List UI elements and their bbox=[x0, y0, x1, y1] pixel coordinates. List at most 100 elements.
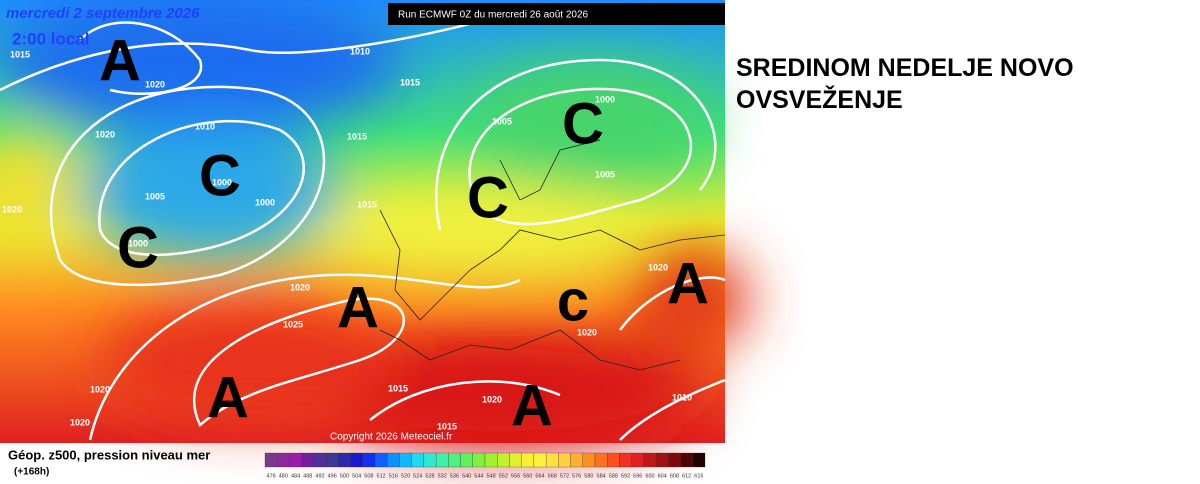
scale-label: 508 bbox=[364, 473, 373, 479]
scale-swatch bbox=[484, 452, 498, 468]
scale-swatch bbox=[374, 452, 388, 468]
isobar-label: 1015 bbox=[357, 199, 377, 209]
scale-swatch bbox=[277, 452, 290, 468]
scale-label: 512 bbox=[377, 473, 386, 479]
pressure-center: A bbox=[511, 373, 553, 438]
scale-swatch bbox=[570, 452, 583, 468]
isobar-label: 1015 bbox=[388, 383, 408, 393]
scale-swatch bbox=[313, 452, 327, 468]
scale-swatch bbox=[680, 452, 693, 468]
scale-label: 504 bbox=[352, 473, 361, 479]
isobar-label: 1020 bbox=[2, 204, 22, 214]
scale-label: 580 bbox=[584, 473, 593, 479]
scale-label: 592 bbox=[621, 473, 630, 479]
copyright: Copyright 2026 Meteociel.fr bbox=[330, 432, 453, 443]
scale-label: 528 bbox=[425, 473, 434, 479]
isobar-label: 1000 bbox=[128, 238, 148, 248]
pressure-center: A bbox=[99, 28, 141, 93]
scale-label: 616 bbox=[694, 473, 703, 479]
pressure-center: A bbox=[207, 365, 249, 430]
isobar-label: 1020 bbox=[482, 394, 502, 404]
scale-label: 612 bbox=[682, 473, 691, 479]
scale-swatch bbox=[362, 452, 376, 468]
pressure-center: C bbox=[199, 143, 241, 208]
scale-swatch bbox=[631, 452, 645, 468]
map-date: mercredi 2 septembre 2026 bbox=[6, 5, 200, 22]
isobar-label: 1020 bbox=[90, 384, 110, 394]
scale-label: 548 bbox=[487, 473, 496, 479]
scale-swatch bbox=[619, 452, 632, 468]
scale-label: 544 bbox=[474, 473, 483, 479]
scale-label: 556 bbox=[511, 473, 520, 479]
isobar-labels: 1015 1020 1010 1015 1020 1010 1015 1000 1005 1005… bbox=[2, 46, 692, 431]
scale-swatch bbox=[423, 452, 437, 468]
scale-label: 576 bbox=[572, 473, 581, 479]
pressure-center: C bbox=[117, 215, 159, 280]
scale-label: 564 bbox=[535, 473, 544, 479]
scale-swatch bbox=[472, 452, 486, 468]
scale-swatch bbox=[264, 452, 278, 468]
scale-label: 600 bbox=[645, 473, 654, 479]
run-label: Run ECMWF 0Z du mercredi 26 août 2026 bbox=[398, 10, 589, 21]
field-shading bbox=[0, 0, 750, 450]
scale-swatch bbox=[411, 452, 425, 468]
scale-swatch bbox=[582, 452, 596, 468]
scale-swatch bbox=[643, 452, 657, 468]
isobar-label: 1020 bbox=[145, 79, 165, 89]
scale-swatch bbox=[668, 452, 681, 468]
scale-swatch bbox=[521, 452, 535, 468]
isobar-label: 1005 bbox=[145, 191, 165, 201]
pressure-center: c bbox=[557, 268, 589, 333]
scale-swatch bbox=[607, 452, 620, 468]
isobar-label: 1015 bbox=[347, 131, 367, 141]
scale-label: 584 bbox=[597, 473, 606, 479]
isobar-label: 1000 bbox=[595, 94, 615, 104]
scale-label: 536 bbox=[450, 473, 459, 479]
isobar-label: 1010 bbox=[350, 46, 370, 56]
pressure-center: C bbox=[467, 165, 509, 230]
scale-label: 572 bbox=[560, 473, 569, 479]
isobar-label: 1015 bbox=[437, 421, 457, 431]
scale-swatch bbox=[692, 452, 706, 468]
isobar-label: 1020 bbox=[70, 417, 90, 427]
isobar-label: 1005 bbox=[492, 116, 512, 126]
pressure-center: A bbox=[337, 275, 379, 340]
scale-swatch bbox=[460, 452, 473, 468]
scale-swatch bbox=[545, 452, 559, 468]
isobar-label: 1010 bbox=[195, 121, 215, 131]
scale-label: 568 bbox=[548, 473, 557, 479]
isobar-label: 1005 bbox=[595, 169, 615, 179]
isobars bbox=[0, 8, 726, 441]
scale-swatch bbox=[399, 452, 412, 468]
legend-title: Géop. z500, pression niveau mer bbox=[8, 447, 210, 462]
scale-swatch bbox=[387, 452, 400, 468]
scale-label: 552 bbox=[499, 473, 508, 479]
pressure-center: A bbox=[667, 251, 709, 316]
scale-label: 496 bbox=[328, 473, 337, 479]
scale-swatch bbox=[594, 452, 608, 468]
scale-swatch bbox=[533, 452, 547, 468]
isobar-label: 1020 bbox=[577, 327, 597, 337]
scale-swatch bbox=[497, 452, 510, 468]
scale-swatch bbox=[350, 452, 363, 468]
isobar-label: 1000 bbox=[255, 197, 275, 207]
scale-label: 516 bbox=[389, 473, 398, 479]
scale-label: 608 bbox=[670, 473, 679, 479]
isobar-label: 1015 bbox=[400, 77, 420, 87]
scale-swatch bbox=[289, 452, 302, 468]
isobar-label: 1010 bbox=[672, 392, 692, 402]
isobar-label: 1000 bbox=[212, 177, 232, 187]
isobar-label: 1020 bbox=[290, 282, 310, 292]
scale-label: 588 bbox=[609, 473, 618, 479]
scale-label: 500 bbox=[340, 473, 349, 479]
scale-label: 492 bbox=[315, 473, 324, 479]
scale-swatch bbox=[509, 452, 522, 468]
scale-label: 596 bbox=[633, 473, 642, 479]
scale-label: 560 bbox=[523, 473, 532, 479]
isobar-label: 1015 bbox=[10, 49, 30, 59]
pressure-center: C bbox=[562, 91, 604, 156]
isobar-label: 1020 bbox=[648, 262, 668, 272]
scale-swatch bbox=[558, 452, 571, 468]
